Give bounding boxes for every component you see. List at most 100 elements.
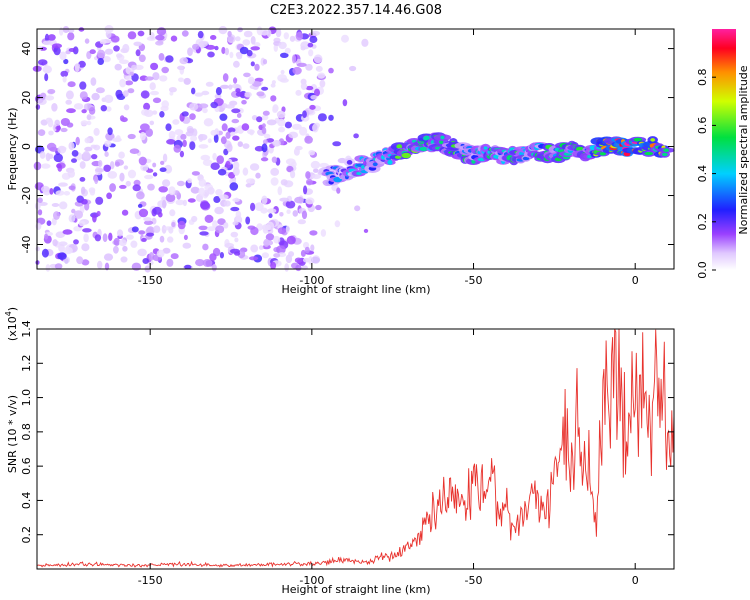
noise-blob — [138, 156, 147, 166]
noise-blob — [228, 172, 236, 179]
noise-blob — [292, 66, 302, 75]
noise-blob — [73, 103, 84, 110]
noise-blob — [80, 120, 89, 126]
noise-blob — [202, 107, 208, 114]
noise-blob — [305, 63, 313, 71]
noise-blob — [107, 127, 113, 136]
noise-blob — [159, 75, 168, 82]
snr-frame — [36, 328, 675, 570]
noise-blob — [216, 155, 224, 165]
noise-blob — [215, 225, 225, 234]
noise-blob — [241, 99, 247, 105]
colorbar: 0.0 0.2 0.4 0.6 0.8 Normalized spectral ampl… — [696, 29, 750, 279]
noise-blob — [235, 91, 245, 97]
noise-blob — [256, 26, 263, 36]
noise-blob — [235, 215, 242, 222]
noise-blob — [220, 136, 227, 145]
noise-blob — [179, 150, 184, 158]
noise-blob — [42, 65, 52, 74]
noise-blob — [127, 31, 137, 40]
noise-blob — [218, 26, 228, 35]
noise-blob — [55, 231, 65, 238]
noise-blob — [152, 72, 160, 81]
noise-blob — [79, 81, 87, 90]
noise-blob — [328, 114, 334, 121]
noise-blob — [34, 202, 41, 210]
noise-blob — [162, 179, 171, 187]
noise-blob — [295, 264, 302, 272]
noise-blob — [285, 225, 290, 233]
noise-blob — [122, 43, 130, 53]
noise-blob — [41, 248, 49, 258]
noise-blob — [131, 64, 138, 70]
noise-blob — [210, 35, 217, 40]
noise-blob — [313, 54, 323, 64]
noise-blob — [198, 178, 207, 187]
noise-blob — [149, 82, 156, 91]
noise-blob — [129, 148, 140, 154]
noise-blob — [118, 151, 125, 159]
y-tick-label: 0.4 — [20, 492, 33, 510]
signal-blob — [396, 144, 403, 149]
noise-blob — [68, 185, 76, 191]
noise-blob — [75, 136, 80, 146]
noise-blob — [37, 129, 46, 137]
noise-blob — [310, 160, 321, 169]
noise-blob — [169, 209, 176, 217]
noise-blob — [319, 79, 326, 88]
noise-blob — [301, 210, 308, 220]
noise-blob — [115, 89, 123, 99]
noise-blob — [288, 251, 295, 257]
y-tick-label: 40 — [20, 42, 33, 56]
noise-blob — [170, 35, 178, 42]
noise-blob — [235, 88, 241, 93]
noise-blob — [230, 206, 240, 212]
noise-blob — [200, 201, 210, 210]
noise-blob — [189, 141, 196, 151]
signal-blob — [663, 148, 670, 152]
noise-blob — [130, 240, 138, 248]
noise-blob — [147, 183, 155, 191]
noise-blob — [114, 161, 120, 167]
noise-blob — [143, 217, 152, 222]
noise-blob — [217, 218, 226, 226]
noise-blob — [226, 143, 233, 152]
noise-blob — [84, 137, 91, 144]
noise-blob — [127, 133, 136, 140]
y-tick-label: -40 — [20, 236, 33, 254]
noise-blob — [267, 208, 277, 214]
noise-blob — [172, 119, 180, 125]
y-tick-label: 1.0 — [20, 389, 33, 407]
noise-blob — [177, 65, 184, 70]
noise-blob — [219, 252, 224, 259]
signal-blob — [587, 154, 592, 159]
noise-blob — [363, 228, 369, 233]
noise-blob — [202, 243, 209, 251]
noise-blob — [222, 103, 228, 109]
noise-blob — [53, 46, 61, 56]
noise-blob — [214, 206, 224, 215]
noise-blob — [133, 41, 142, 47]
noise-blob — [37, 197, 43, 203]
noise-blob — [201, 90, 210, 96]
noise-blob — [328, 67, 334, 74]
noise-blob — [205, 44, 216, 50]
noise-blob — [199, 231, 209, 236]
noise-blob — [177, 220, 186, 230]
noise-blob — [313, 168, 319, 173]
noise-blob — [262, 59, 268, 65]
noise-blob — [314, 88, 320, 97]
noise-blob — [60, 127, 68, 133]
noise-blob — [58, 182, 68, 187]
noise-blob — [191, 215, 198, 223]
noise-blob — [308, 49, 314, 57]
noise-blob — [68, 48, 76, 52]
noise-blob — [207, 138, 212, 143]
noise-blob — [242, 143, 250, 149]
noise-blob — [108, 232, 113, 241]
noise-blob — [190, 135, 198, 142]
noise-blob — [107, 171, 118, 179]
noise-blob — [183, 234, 188, 241]
noise-blob — [48, 153, 54, 159]
noise-blob — [81, 259, 90, 266]
